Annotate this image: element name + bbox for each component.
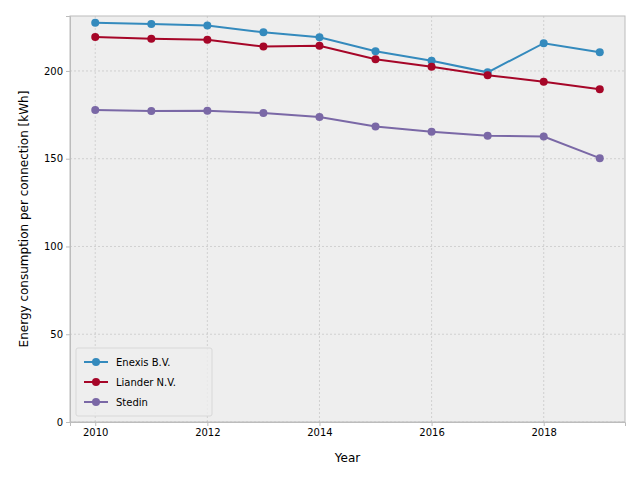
series-line: [95, 23, 600, 73]
series-marker: [259, 28, 267, 36]
tick: 50: [50, 329, 70, 340]
grid-line: [70, 158, 625, 159]
series-marker: [91, 106, 99, 114]
series-marker: [596, 85, 604, 93]
series-marker: [91, 19, 99, 27]
grid-line: [70, 246, 625, 247]
series-marker: [203, 21, 211, 29]
series-marker: [372, 47, 380, 55]
series-marker: [596, 154, 604, 162]
axis-line: [71, 423, 626, 427]
tick-mark: [66, 159, 70, 160]
grid-line: [70, 70, 625, 71]
series-marker: [596, 48, 604, 56]
series-line: [95, 110, 600, 158]
legend: Enexis B.V. Liander N.V. Stedin: [76, 348, 212, 416]
tick-label: 2014: [307, 427, 332, 438]
grid-line: [319, 16, 320, 422]
series-line: [95, 37, 600, 89]
series-marker: [372, 123, 380, 131]
grid-line: [70, 334, 625, 335]
series-marker: [203, 36, 211, 44]
chart: 2010 2012 2014 2016 2018 0 50 100 150 200 Enexis B…: [0, 0, 640, 480]
series-marker: [259, 43, 267, 51]
series-marker: [428, 128, 436, 136]
series-marker: [428, 63, 436, 71]
plot: 2010 2012 2014 2016 2018 0 50 100 150 200 Enexis B…: [44, 16, 626, 438]
tick: 200: [44, 66, 70, 77]
tick: 100: [44, 241, 70, 252]
tick-mark: [432, 422, 433, 426]
y-axis: 0 50 100 150 200: [44, 17, 71, 428]
tick: 2018: [531, 422, 556, 438]
tick-mark: [207, 422, 208, 426]
tick: 150: [44, 153, 70, 164]
tick-label: 0: [57, 417, 63, 428]
series-marker: [259, 109, 267, 117]
tick-label: 2018: [531, 427, 556, 438]
series-marker: [484, 132, 492, 140]
grid: [70, 16, 625, 422]
legend-box: [76, 348, 212, 416]
y-axis-title: Energy consumption per connection [kWh]: [17, 91, 31, 348]
legend-marker: [92, 378, 100, 386]
tick-label: 2012: [195, 427, 220, 438]
legend-label: Stedin: [116, 397, 148, 408]
legend-marker: [92, 398, 100, 406]
tick-mark: [544, 422, 545, 426]
series-marker: [147, 107, 155, 115]
series-group: [91, 19, 604, 163]
tick: 2014: [307, 422, 332, 438]
tick: 2012: [195, 422, 220, 438]
tick-mark: [319, 422, 320, 426]
tick-mark: [95, 422, 96, 426]
grid-line: [431, 16, 432, 422]
tick: 2010: [83, 422, 108, 438]
series-marker: [203, 107, 211, 115]
series-marker: [315, 113, 323, 121]
grid-line: [543, 16, 544, 422]
series-marker: [315, 42, 323, 50]
series-marker: [147, 35, 155, 43]
series-marker: [540, 133, 548, 141]
tick-label: 50: [50, 329, 63, 340]
series-marker: [540, 78, 548, 86]
plot-background: [70, 16, 625, 422]
tick: 2016: [419, 422, 444, 438]
tick-mark: [66, 422, 70, 423]
tick-label: 150: [44, 153, 63, 164]
legend-label: Enexis B.V.: [116, 357, 171, 368]
x-axis-title: Year: [334, 451, 360, 465]
series-marker: [372, 55, 380, 63]
tick-label: 2010: [83, 427, 108, 438]
tick-label: 2016: [419, 427, 444, 438]
tick-mark: [66, 334, 70, 335]
series-marker: [315, 33, 323, 41]
series-marker: [540, 39, 548, 47]
x-axis: 2010 2012 2014 2016 2018: [71, 422, 626, 438]
series-marker: [147, 20, 155, 28]
tick-label: 200: [44, 66, 63, 77]
series-marker: [91, 33, 99, 41]
tick-mark: [66, 71, 70, 72]
tick: 0: [57, 417, 70, 428]
legend-marker: [92, 358, 100, 366]
tick-label: 100: [44, 241, 63, 252]
plot-frame: [70, 16, 625, 422]
series-marker: [484, 71, 492, 79]
tick-mark: [66, 246, 70, 247]
legend-label: Liander N.V.: [116, 377, 176, 388]
